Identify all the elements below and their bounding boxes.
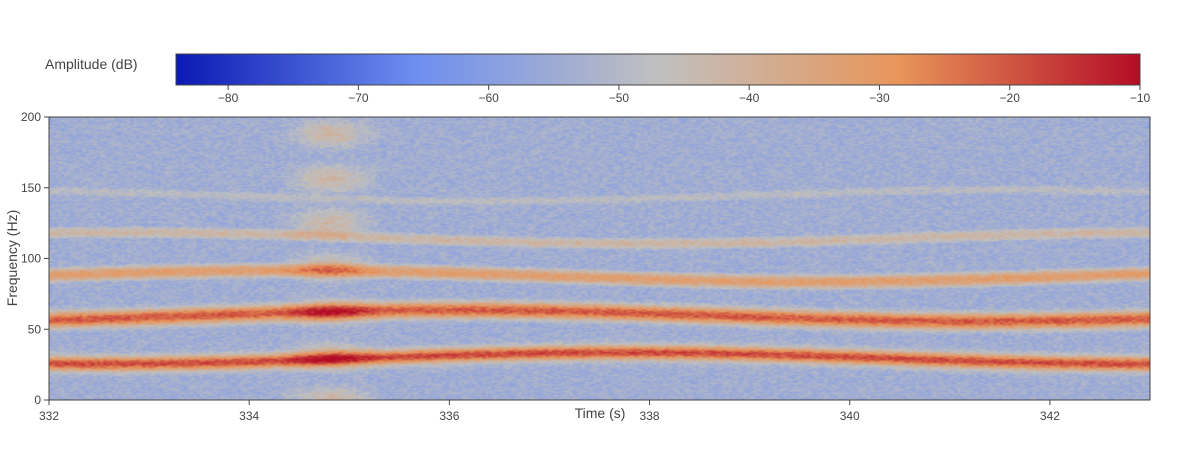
heatmap-area xyxy=(48,116,1151,401)
colorbar: Amplitude (dB) −80 −70 −60 −50 −40 −30 −20 −10 xyxy=(45,53,1151,105)
colorbar-ticks: −80 −70 −60 −50 −40 −30 −20 −10 xyxy=(218,85,1151,105)
x-tick-label: 332 xyxy=(39,409,59,423)
colorbar-tick-label: −60 xyxy=(478,91,499,105)
x-tick-label: 336 xyxy=(439,409,459,423)
y-tick-label: 150 xyxy=(21,181,41,195)
heatmap-image xyxy=(49,117,1150,400)
x-tick-label: 338 xyxy=(640,409,660,423)
x-tick-label: 334 xyxy=(239,409,259,423)
colorbar-tick-label: −70 xyxy=(348,91,369,105)
colorbar-tick-label: −40 xyxy=(739,91,760,105)
x-axis-label: Time (s) xyxy=(575,405,626,421)
colorbar-tick-label: −50 xyxy=(609,91,630,105)
colorbar-tick-label: −20 xyxy=(1000,91,1021,105)
colorbar-tick-label: −10 xyxy=(1130,91,1151,105)
y-axis-label: Frequency (Hz) xyxy=(4,210,20,306)
colorbar-gradient xyxy=(175,53,1141,86)
colorbar-tick-label: −80 xyxy=(218,91,239,105)
colorbar-tick-label: −30 xyxy=(869,91,890,105)
colorbar-title: Amplitude (dB) xyxy=(45,56,138,72)
x-tick-label: 342 xyxy=(1040,409,1060,423)
y-tick-label: 0 xyxy=(34,393,41,407)
x-axis: 332 334 336 338 340 342 xyxy=(39,400,1060,423)
y-tick-label: 100 xyxy=(21,252,41,266)
y-tick-label: 200 xyxy=(21,110,41,124)
y-tick-label: 50 xyxy=(28,322,42,336)
x-tick-label: 340 xyxy=(840,409,860,423)
y-axis: 0 50 100 150 200 xyxy=(21,110,49,407)
